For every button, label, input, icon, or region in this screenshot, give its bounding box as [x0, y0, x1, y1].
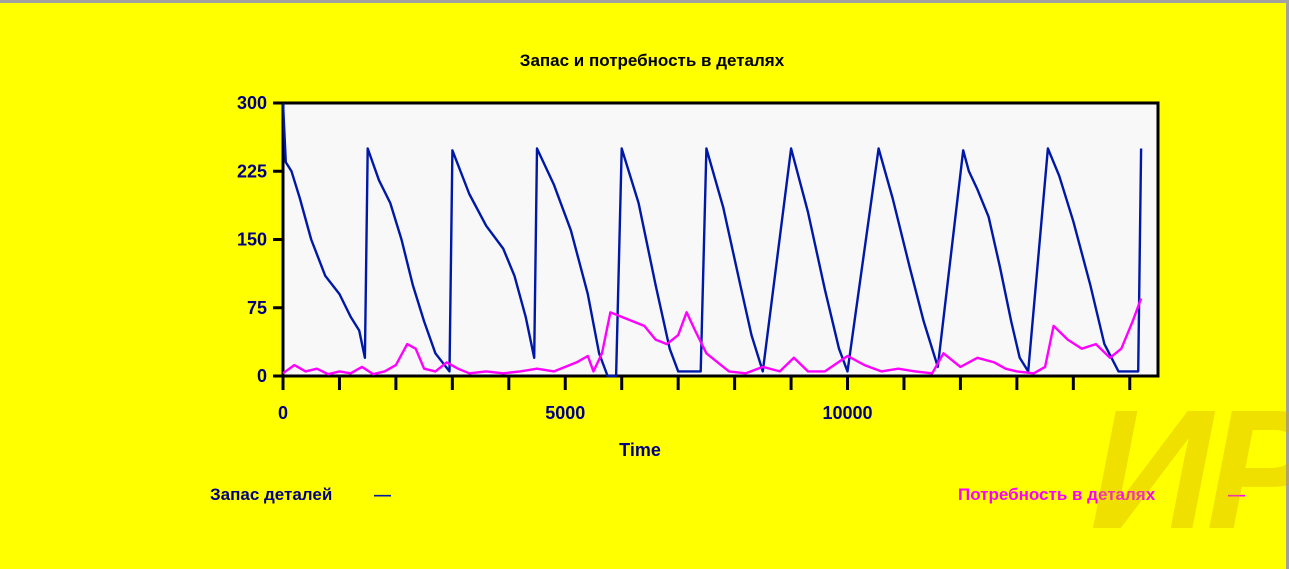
legend-item-stock: Запас деталей — [210, 485, 391, 504]
y-tick-label: 300 [237, 93, 267, 113]
series-line-stock [281, 102, 1143, 378]
legend-swatch-demand: — [1228, 485, 1245, 504]
x-tick-label: 0 [278, 403, 288, 423]
y-tick-label: 0 [257, 366, 267, 386]
legend-swatch-stock: — [374, 485, 391, 504]
legend-item-demand: Потребность в деталях — [958, 485, 1245, 504]
x-tick-label: 10000 [822, 403, 872, 423]
chart-title: Запас и потребность в деталях [520, 51, 785, 70]
x-axis-label: Time [619, 440, 661, 460]
series-line-demand [282, 298, 1143, 376]
y-tick-label: 150 [237, 230, 267, 250]
plot-area [281, 101, 1160, 378]
y-tick-label: 225 [237, 161, 267, 181]
y-tick-label: 75 [247, 298, 267, 318]
legend-label-demand: Потребность в деталях [958, 485, 1156, 504]
x-tick-label: 5000 [545, 403, 585, 423]
legend-label-stock: Запас деталей [210, 485, 332, 504]
